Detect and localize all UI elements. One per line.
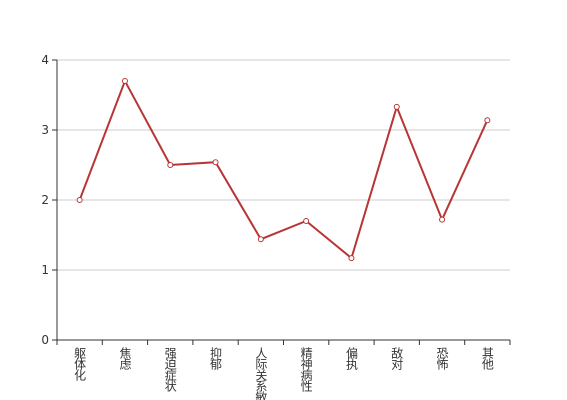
y-tick-label: 0 xyxy=(41,333,49,347)
x-tick-label: 躯体化 xyxy=(73,346,87,382)
x-tick-label: 敌对 xyxy=(390,346,404,370)
point xyxy=(303,218,310,224)
point xyxy=(257,236,264,243)
point xyxy=(76,197,83,203)
x-tick-label: 焦虑 xyxy=(118,347,132,370)
point xyxy=(167,162,174,168)
x-tick-label: 恐怖 xyxy=(435,347,449,370)
x-tick-label: 偏执 xyxy=(344,346,358,371)
y-tick-label: 4 xyxy=(41,53,49,67)
x-tick-label: 精神病性 xyxy=(299,347,313,393)
point xyxy=(439,216,446,223)
line xyxy=(78,78,489,260)
y-tick-label: 2 xyxy=(41,193,49,207)
point xyxy=(484,117,491,124)
y-tick-label: 1 xyxy=(41,263,49,277)
point xyxy=(393,103,400,110)
x-tick-label: 抑郁 xyxy=(209,346,223,371)
point xyxy=(212,159,219,166)
x-tick-label: 强迫症状 xyxy=(163,347,177,392)
x-tick-label: 人际关系敏感 xyxy=(254,347,268,400)
point xyxy=(348,255,355,262)
y-tick-label: 3 xyxy=(41,123,49,137)
x-tick-label: 其他 xyxy=(480,347,494,370)
point xyxy=(121,78,128,84)
